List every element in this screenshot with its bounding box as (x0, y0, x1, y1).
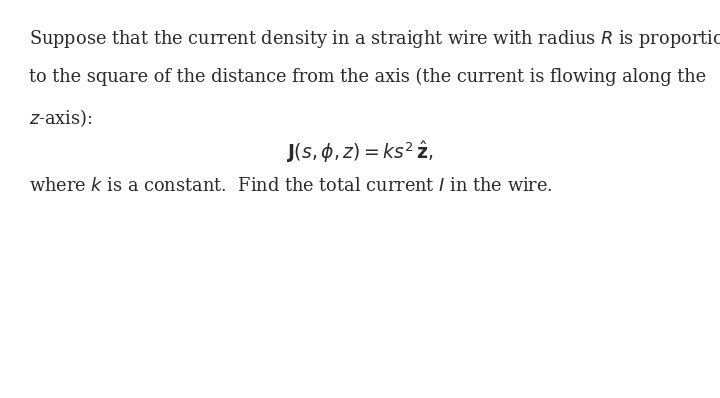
Text: Suppose that the current density in a straight wire with radius $R$ is proportio: Suppose that the current density in a st… (29, 28, 720, 50)
Text: $\mathbf{J}(s, \phi, z) = ks^2\,\hat{\mathbf{z}},$: $\mathbf{J}(s, \phi, z) = ks^2\,\hat{\ma… (287, 139, 433, 165)
Text: $z$-axis):: $z$-axis): (29, 107, 93, 129)
Text: where $k$ is a constant.  Find the total current $I$ in the wire.: where $k$ is a constant. Find the total … (29, 177, 553, 195)
Text: to the square of the distance from the axis (the current is flowing along the: to the square of the distance from the a… (29, 68, 706, 86)
